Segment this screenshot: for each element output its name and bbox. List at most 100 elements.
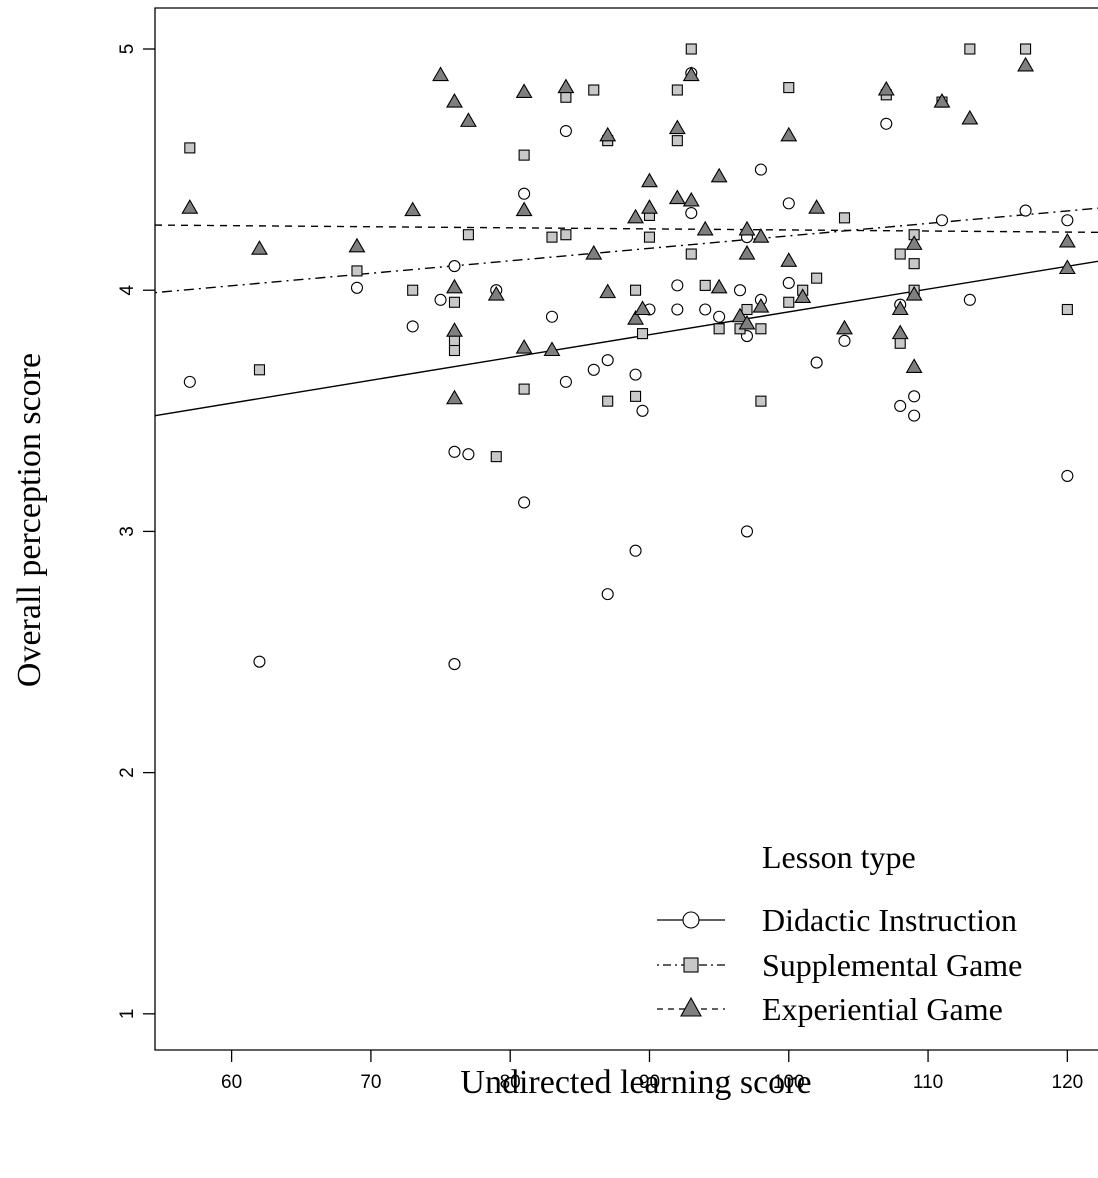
- x-tick-label: 100: [773, 1072, 805, 1093]
- data-point-square: [560, 229, 572, 241]
- data-point-square: [671, 84, 683, 96]
- data-point-triangle: [738, 220, 756, 236]
- data-point-circle: [448, 260, 461, 273]
- data-point-triangle: [446, 278, 463, 294]
- data-point-triangle: [891, 300, 909, 316]
- data-point-triangle: [459, 112, 477, 127]
- legend-label: Supplemental Game: [762, 947, 1022, 983]
- data-point-triangle: [905, 235, 923, 250]
- data-point-square: [671, 135, 683, 147]
- data-point-square: [546, 231, 558, 243]
- trend-line-square: [154, 207, 1098, 294]
- data-point-triangle: [1058, 259, 1076, 275]
- data-point-circle: [601, 588, 614, 601]
- data-point-circle: [559, 375, 572, 388]
- data-point-circle: [671, 303, 684, 316]
- data-point-circle: [754, 163, 767, 176]
- data-point-circle: [434, 293, 447, 306]
- data-point-circle: [671, 279, 684, 292]
- legend-label: Experiential Game: [762, 991, 1003, 1027]
- data-point-triangle: [446, 322, 463, 337]
- data-point-triangle: [515, 83, 533, 98]
- data-point-triangle: [446, 389, 463, 405]
- data-point-square: [462, 229, 474, 241]
- data-point-triangle: [404, 201, 422, 217]
- data-point-triangle: [627, 208, 645, 224]
- x-tick-label: 60: [221, 1072, 242, 1093]
- data-point-square: [699, 279, 711, 291]
- data-point-triangle: [543, 341, 561, 357]
- data-point-triangle: [682, 191, 700, 207]
- data-point-triangle: [487, 285, 505, 301]
- data-point-circle: [518, 496, 531, 509]
- data-point-square: [630, 390, 642, 402]
- data-point-triangle: [877, 80, 895, 96]
- data-point-circle: [685, 206, 698, 220]
- data-point-square: [755, 323, 767, 335]
- data-point-square: [253, 364, 266, 376]
- data-point-square: [783, 82, 795, 94]
- data-point-circle: [810, 356, 823, 369]
- data-point-circle: [1061, 214, 1074, 227]
- x-tick-label: 90: [639, 1072, 660, 1093]
- data-point-triangle: [181, 199, 199, 214]
- trend-line-triangle: [154, 224, 1098, 234]
- trend-line-circle: [154, 260, 1098, 417]
- data-point-triangle: [515, 338, 533, 354]
- data-point-square: [490, 451, 502, 463]
- data-point-triangle: [585, 244, 603, 260]
- data-point-circle: [253, 655, 266, 668]
- data-point-triangle: [752, 228, 770, 243]
- legend-label: Didactic Instruction: [762, 902, 1017, 938]
- data-point-circle: [1061, 469, 1074, 482]
- data-point-circle: [462, 448, 475, 461]
- data-point-triangle: [348, 237, 366, 253]
- data-point-square: [448, 296, 461, 308]
- x-axis-title: Undirected learning score: [460, 1064, 811, 1101]
- data-point-triangle: [752, 297, 770, 313]
- data-point-triangle: [1017, 56, 1035, 72]
- data-point-square: [908, 258, 920, 270]
- data-point-square: [741, 303, 753, 316]
- data-point-circle: [782, 276, 795, 290]
- data-point-square: [407, 284, 419, 296]
- data-point-square: [184, 142, 196, 154]
- data-point-circle: [636, 404, 649, 417]
- axes: 60 70 80 90 100 110 120 1 2 3 4 5: [117, 7, 1098, 1093]
- legend-title: Lesson type: [762, 839, 916, 875]
- data-point-triangle: [780, 252, 798, 267]
- data-point-triangle: [696, 220, 714, 236]
- data-point-circle: [448, 658, 461, 671]
- data-point-triangle: [515, 201, 533, 217]
- data-point-triangle: [710, 167, 728, 183]
- data-point-square: [636, 328, 649, 340]
- data-point-square: [783, 296, 795, 308]
- data-point-triangle: [668, 189, 686, 205]
- data-point-triangle: [668, 119, 686, 135]
- data-point-circle: [733, 284, 747, 297]
- data-point-square: [643, 231, 656, 243]
- data-point-square: [518, 149, 530, 161]
- data-point-circle: [963, 293, 976, 306]
- data-point-square: [518, 383, 530, 395]
- data-point-square: [630, 284, 642, 296]
- data-point-square: [964, 43, 976, 55]
- data-point-circle: [406, 320, 419, 333]
- data-point-triangle: [961, 109, 979, 125]
- data-point-triangle: [251, 240, 268, 255]
- data-point-circle: [545, 310, 559, 323]
- legend-marker-square: [683, 957, 699, 973]
- data-point-triangle: [738, 314, 756, 330]
- data-point-square: [685, 43, 697, 55]
- data-point-circle: [880, 117, 893, 130]
- data-point-triangle: [599, 283, 617, 299]
- data-point-square: [448, 344, 461, 357]
- data-point-triangle: [432, 66, 449, 82]
- data-point-square: [713, 323, 725, 335]
- y-tick-label: 5: [117, 44, 138, 55]
- data-point-circle: [908, 390, 921, 403]
- data-point-triangle: [557, 78, 575, 94]
- data-point-square: [1020, 43, 1032, 55]
- x-tick-label: 80: [500, 1072, 521, 1093]
